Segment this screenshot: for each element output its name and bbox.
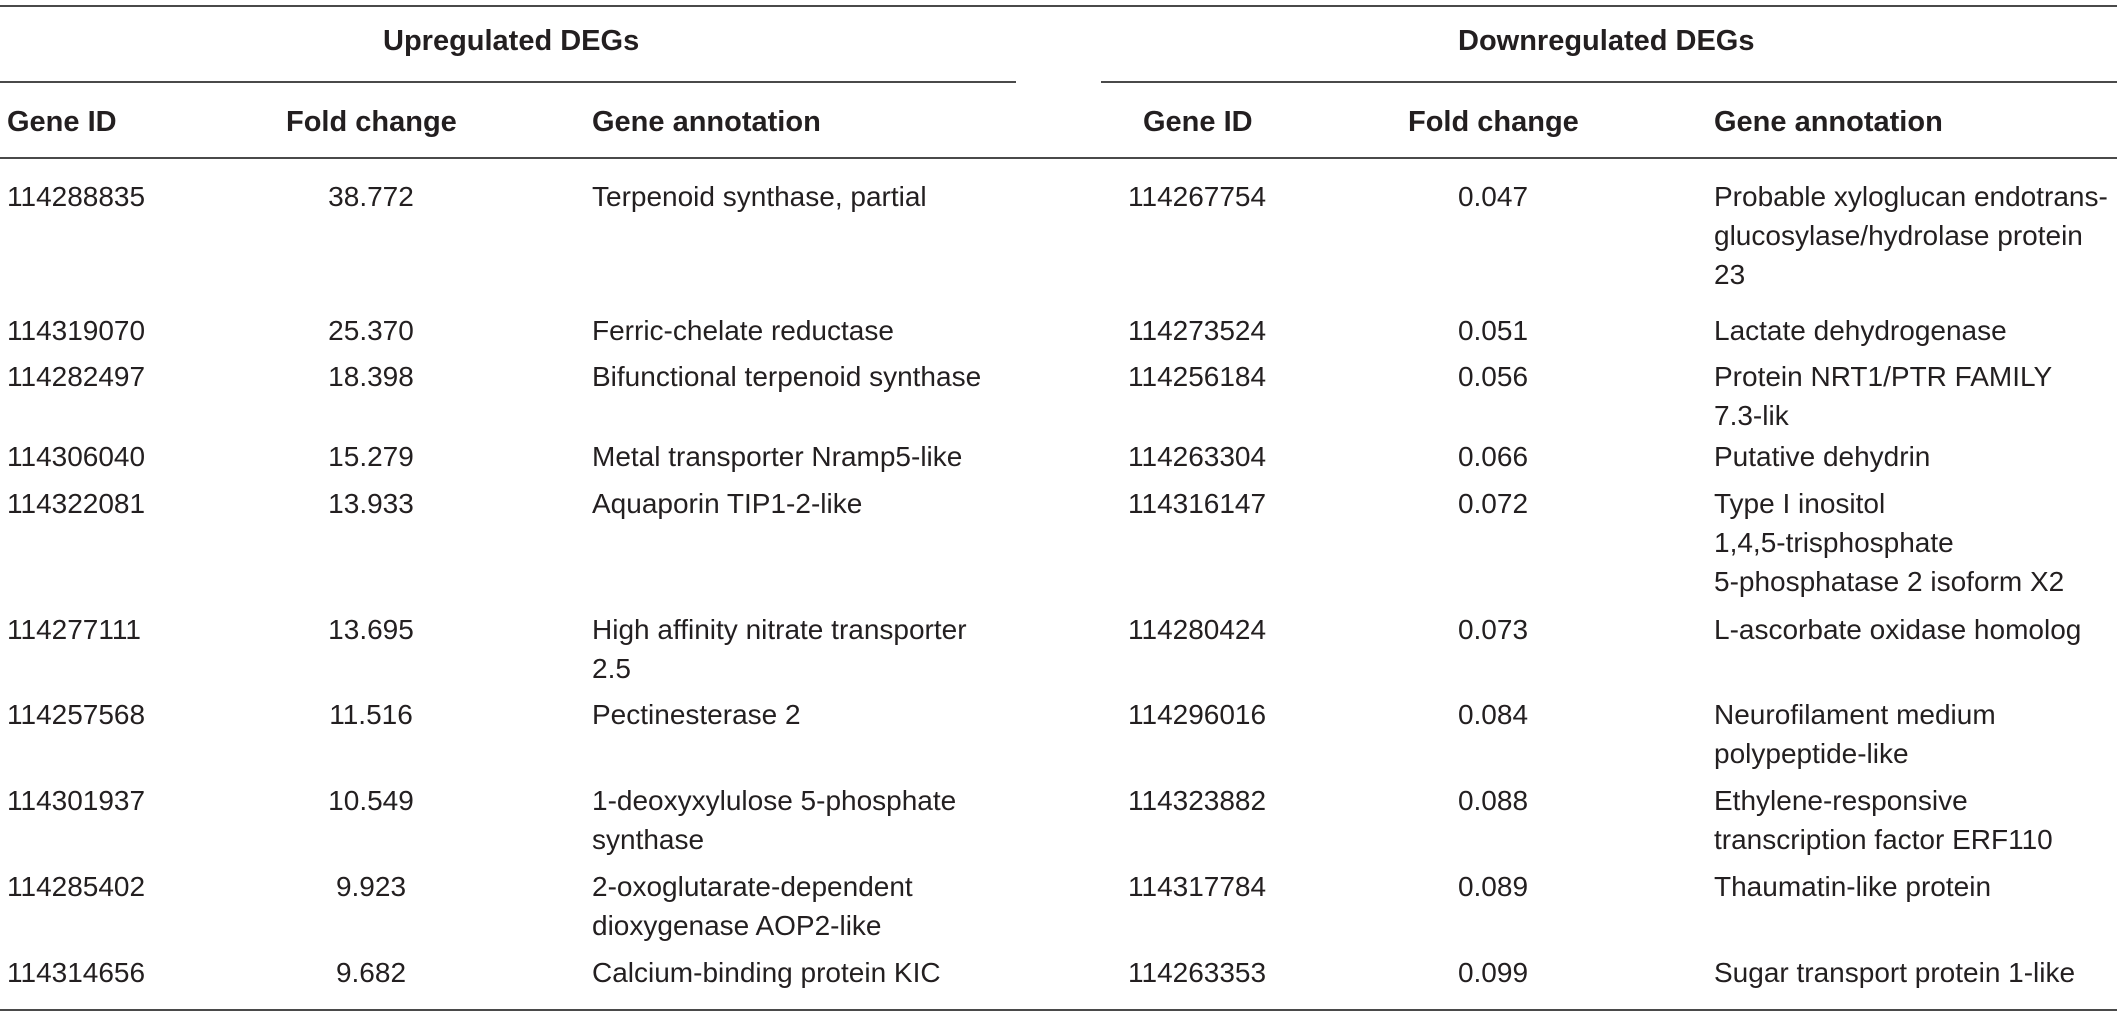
up-gene-id-cell: 114282497 xyxy=(7,361,146,392)
up-gene-id-cell: 114314656 xyxy=(7,957,146,988)
down-col-gene-id: Gene ID xyxy=(1143,106,1253,138)
down-gene-id-cell: 114273524 xyxy=(1128,315,1267,346)
up-fold-change-cell: 9.923 xyxy=(335,871,407,902)
down-fold-change-cell: 0.084 xyxy=(1457,699,1529,730)
down-annotation-line: 5-phosphatase 2 isoform X2 xyxy=(1714,566,2065,597)
up-fold-change-cell: 13.695 xyxy=(328,614,414,645)
down-gene-id-cell: 114323882 xyxy=(1128,785,1267,816)
up-gene-id-cell: 114285402 xyxy=(7,871,146,902)
up-gene-id-cell: 114257568 xyxy=(7,699,146,730)
bottom-rule xyxy=(0,1009,2117,1011)
down-annotation-line: Neurofilament medium xyxy=(1714,699,1996,730)
down-annotation-line: L-ascorbate oxidase homolog xyxy=(1714,614,2082,645)
up-fold-change-cell: 18.398 xyxy=(328,361,414,392)
down-annotation-line: 7.3-lik xyxy=(1714,400,1789,431)
down-fold-change-cell: 0.066 xyxy=(1457,441,1529,472)
down-gene-id-cell: 114263353 xyxy=(1128,957,1267,988)
up-annotation-line: 1-deoxyxylulose 5-phosphate xyxy=(592,785,957,816)
down-annotation-line: Type I inositol xyxy=(1714,488,1886,519)
up-annotation-line: Bifunctional terpenoid synthase xyxy=(592,361,982,392)
up-gene-id-cell: 114277111 xyxy=(7,614,141,645)
up-annotation-line: High affinity nitrate transporter xyxy=(592,614,967,645)
up-annotation-line: Terpenoid synthase, partial xyxy=(592,181,927,212)
down-annotation-line: 23 xyxy=(1714,259,1746,290)
down-gene-id-cell: 114280424 xyxy=(1128,614,1267,645)
up-fold-change-cell: 38.772 xyxy=(328,181,414,212)
up-gene-id-cell: 114322081 xyxy=(7,488,146,519)
up-annotation-line: 2-oxoglutarate-dependent xyxy=(592,871,913,902)
down-annotation-line: Putative dehydrin xyxy=(1714,441,1931,472)
down-fold-change-cell: 0.051 xyxy=(1457,315,1529,346)
up-fold-change-cell: 11.516 xyxy=(329,699,413,730)
up-annotation-line: Ferric-chelate reductase xyxy=(592,315,894,346)
down-annotation-line: Sugar transport protein 1-like xyxy=(1714,957,2076,988)
down-fold-change-cell: 0.056 xyxy=(1457,361,1529,392)
down-gene-id-cell: 114316147 xyxy=(1128,488,1267,519)
down-gene-id-cell: 114263304 xyxy=(1128,441,1267,472)
down-fold-change-cell: 0.089 xyxy=(1457,871,1529,902)
up-gene-id-cell: 114301937 xyxy=(7,785,146,816)
down-fold-change-cell: 0.099 xyxy=(1457,957,1529,988)
down-annotation-line: Protein NRT1/PTR FAMILY xyxy=(1714,361,2053,392)
down-fold-change-cell: 0.088 xyxy=(1457,785,1529,816)
up-fold-change-cell: 10.549 xyxy=(328,785,414,816)
up-fold-change-cell: 15.279 xyxy=(328,441,414,472)
down-group-rule xyxy=(1101,81,2117,83)
up-annotation-line: synthase xyxy=(592,824,705,855)
down-gene-id-cell: 114296016 xyxy=(1128,699,1267,730)
down-fold-change-cell: 0.073 xyxy=(1457,614,1529,645)
up-group-header: Upregulated DEGs xyxy=(383,25,640,57)
up-annotation-line: Pectinesterase 2 xyxy=(592,699,801,730)
down-fold-change-cell: 0.047 xyxy=(1457,181,1529,212)
up-gene-id-cell: 114319070 xyxy=(7,315,146,346)
down-col-annotation: Gene annotation xyxy=(1714,106,1943,138)
down-gene-id-cell: 114267754 xyxy=(1128,181,1267,212)
down-group-header: Downregulated DEGs xyxy=(1458,25,1755,57)
up-gene-id-cell: 114288835 xyxy=(7,181,146,212)
up-annotation-line: dioxygenase AOP2-like xyxy=(592,910,882,941)
up-fold-change-cell: 9.682 xyxy=(335,957,407,988)
down-annotation-line: polypeptide-like xyxy=(1714,738,1909,769)
down-gene-id-cell: 114256184 xyxy=(1128,361,1267,392)
down-annotation-line: Probable xyloglucan endotrans- xyxy=(1714,181,2108,212)
down-annotation-line: Thaumatin-like protein xyxy=(1714,871,1992,902)
down-annotation-line: 1,4,5-trisphosphate xyxy=(1714,527,1954,558)
down-annotation-line: transcription factor ERF110 xyxy=(1714,824,2053,855)
down-gene-id-cell: 114317784 xyxy=(1128,871,1267,902)
header-rule xyxy=(0,157,2117,159)
up-col-annotation: Gene annotation xyxy=(592,106,821,138)
up-gene-id-cell: 114306040 xyxy=(7,441,146,472)
down-col-fold-change: Fold change xyxy=(1408,106,1579,138)
up-col-gene-id: Gene ID xyxy=(7,106,117,138)
up-group-rule xyxy=(0,81,1016,83)
down-annotation-line: Ethylene-responsive xyxy=(1714,785,1968,816)
up-annotation-line: 2.5 xyxy=(592,653,631,684)
top-rule xyxy=(0,5,2117,7)
down-fold-change-cell: 0.072 xyxy=(1457,488,1529,519)
down-annotation-line: glucosylase/hydrolase protein xyxy=(1714,220,2083,251)
up-col-fold-change: Fold change xyxy=(286,106,457,138)
up-annotation-line: Metal transporter Nramp5-like xyxy=(592,441,963,472)
up-fold-change-cell: 25.370 xyxy=(328,315,414,346)
up-annotation-line: Aquaporin TIP1-2-like xyxy=(592,488,863,519)
down-annotation-line: Lactate dehydrogenase xyxy=(1714,315,2007,346)
up-fold-change-cell: 13.933 xyxy=(328,488,414,519)
up-annotation-line: Calcium-binding protein KIC xyxy=(592,957,941,988)
